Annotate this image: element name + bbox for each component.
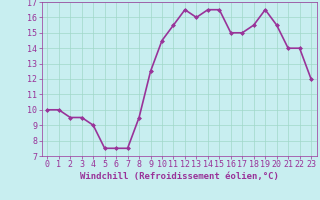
X-axis label: Windchill (Refroidissement éolien,°C): Windchill (Refroidissement éolien,°C) xyxy=(80,172,279,181)
